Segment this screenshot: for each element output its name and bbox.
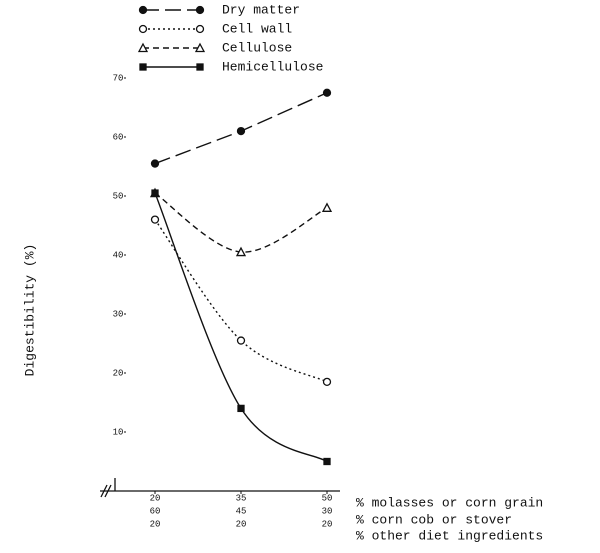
- x-row-label: % corn cob or stover: [356, 512, 512, 527]
- x-row-label: % other diet ingredients: [356, 528, 543, 543]
- y-axis-label: Digestibility (%): [22, 244, 37, 377]
- marker: [237, 404, 245, 413]
- marker: [151, 189, 159, 197]
- y-tick-label: 50: [113, 191, 124, 201]
- legend-label: Hemicellulose: [222, 59, 323, 74]
- marker: [322, 377, 332, 387]
- series-line: [154, 192, 328, 463]
- marker: [322, 88, 332, 97]
- legend-label: Cellulose: [222, 40, 292, 55]
- y-tick-label: 20: [113, 368, 124, 378]
- marker: [150, 215, 160, 224]
- marker: [138, 24, 148, 34]
- y-tick-label: 10: [113, 427, 124, 437]
- marker: [137, 42, 149, 53]
- marker: [139, 63, 147, 71]
- x-tick-label: 20: [322, 519, 333, 529]
- y-tick-label: 60: [113, 132, 124, 142]
- marker: [236, 126, 246, 136]
- marker: [196, 63, 204, 71]
- marker: [323, 457, 331, 466]
- x-tick-label: 20: [236, 519, 247, 529]
- legend-label: Cell wall: [222, 21, 292, 36]
- series-line: [154, 192, 328, 253]
- x-tick-label: 30: [322, 506, 333, 516]
- x-tick-label: 45: [236, 506, 247, 516]
- marker: [235, 246, 247, 257]
- marker: [236, 336, 246, 345]
- marker: [195, 24, 205, 34]
- x-tick-label: 20: [150, 519, 161, 529]
- x-tick-label: 20: [150, 493, 161, 503]
- marker: [195, 5, 205, 15]
- marker: [321, 202, 333, 212]
- series-line: [154, 219, 328, 383]
- y-tick-label: 40: [113, 250, 124, 260]
- y-tick-label: 70: [113, 73, 124, 83]
- y-tick-label: 30: [113, 309, 124, 319]
- x-tick-label: 60: [150, 506, 161, 516]
- marker: [194, 42, 206, 53]
- axis-break: [100, 484, 112, 498]
- x-tick-label: 50: [322, 493, 333, 503]
- legend-label: Dry matter: [222, 2, 300, 17]
- x-tick-label: 35: [236, 493, 247, 503]
- marker: [138, 5, 148, 15]
- x-row-label: % molasses or corn grain: [356, 495, 543, 510]
- marker: [150, 159, 160, 168]
